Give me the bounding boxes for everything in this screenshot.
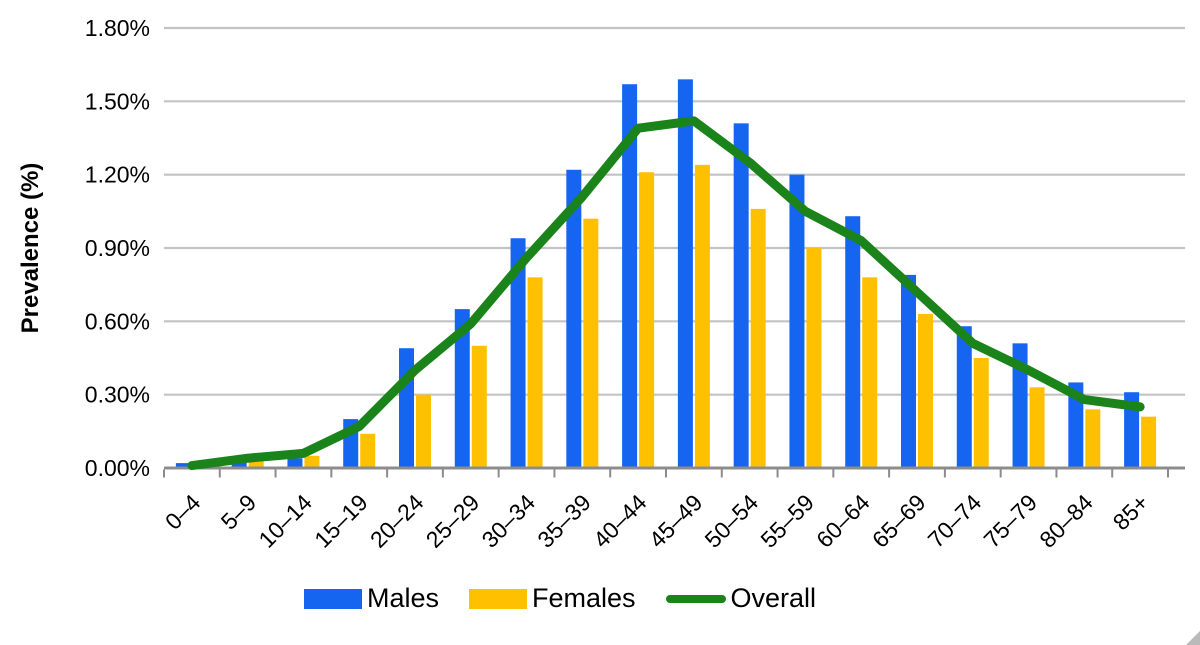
x-axis-tick-label: 0–4 [160,489,206,535]
legend-males-label: Males [366,583,439,613]
males-bar [901,274,916,468]
females-bar [918,314,933,468]
females-bar [1029,387,1045,468]
males-bar [399,348,414,468]
males-bar [510,238,526,468]
males-bar [956,326,972,468]
females-bar [862,277,878,468]
x-axis-tick-label: 55–59 [755,489,819,553]
legend-item-males: Males [303,583,439,614]
x-axis-tick-label: 80–84 [1034,489,1098,553]
males-bar [845,216,861,468]
males-bar [566,169,582,468]
males-bar [454,309,470,468]
overall-line [187,116,1145,471]
females-swatch-icon [468,588,527,609]
overall-line-swatch-icon [665,594,726,603]
x-axis-tick-label: 35–39 [532,489,596,553]
y-axis-tick-label: 0.30% [85,382,150,408]
x-axis-tick-label: 30–34 [476,489,540,553]
males-bar [175,463,191,468]
x-axis-tick-label: 50–54 [700,489,764,553]
x-axis-tick-label: 60–64 [811,489,875,553]
females-bar [416,394,431,468]
y-axis-tick-label: 0.90% [85,235,150,261]
females-bar [248,458,264,468]
males-bar [733,123,749,468]
x-axis-tick-label: 45–49 [644,489,708,553]
males-bar [622,84,638,468]
females-bar [694,164,710,468]
males-swatch-icon [303,588,362,609]
females-bar [583,218,599,468]
x-axis-tick-label: 65–69 [867,489,931,553]
females-bar [527,277,543,468]
y-axis-tick-label: 0.60% [85,308,150,334]
x-axis-tick-label: 10–14 [253,489,317,553]
x-axis-tick-label: 75–79 [978,489,1042,553]
males-bar [1124,392,1140,468]
x-axis-tick-label: 5–9 [216,489,262,535]
females-bar [639,172,655,468]
x-axis-tick-label: 20–24 [365,489,429,553]
males-bar [231,460,247,468]
legend-females-label: Females [531,583,636,613]
x-axis-tick-label: 40–44 [588,489,652,553]
x-axis-tick-label: 15–19 [309,489,373,553]
males-bar [677,79,693,468]
females-bar [806,248,822,468]
females-bar [471,345,487,468]
legend-overall-label: Overall [730,583,817,613]
legend-item-overall: Overall [665,583,817,614]
females-bar [1085,409,1101,468]
y-axis-tick-label: 0.00% [85,455,150,481]
y-axis-tick-label: 1.50% [85,88,150,114]
x-axis-tick-label: 25–29 [421,489,485,553]
x-axis-tick-label: 70–74 [923,489,987,553]
females-bar [1141,416,1157,468]
resize-grip-icon[interactable] [1186,631,1200,645]
legend-item-females: Females [468,583,636,614]
x-axis-tick-label: 85+ [1108,489,1154,535]
y-axis-title: Prevalence (%) [17,163,44,334]
males-bar [789,174,805,468]
y-axis-tick-label: 1.80% [85,15,150,41]
males-bar [287,458,303,468]
prevalence-chart: 0.00% 0.30% 0.60% 0.90% 1.20% 1.50% 1.80% 0–4 5–… [17,15,1185,553]
males-bar [1012,343,1028,468]
legend: Males Females Overall [0,583,1200,614]
males-bar [1068,382,1084,468]
females-bar [360,433,376,468]
females-bar [973,358,989,468]
females-bar [750,208,766,468]
females-bar [304,455,320,468]
y-axis-tick-label: 1.20% [85,162,150,188]
